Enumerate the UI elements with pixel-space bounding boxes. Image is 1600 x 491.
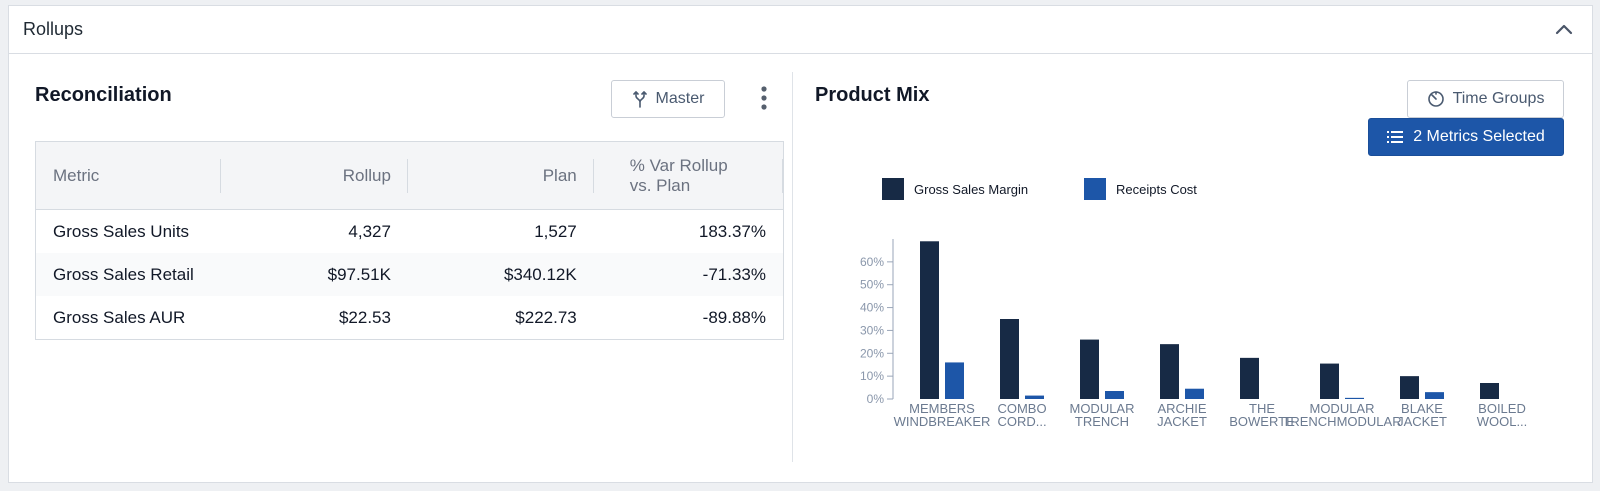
bar-gross-sales-margin	[920, 241, 939, 399]
reconciliation-title: Reconciliation	[35, 84, 172, 106]
var-cell: -89.88%	[702, 307, 766, 327]
y-tick-label: 50%	[860, 278, 884, 292]
x-tick-label: MODULAR	[1069, 401, 1134, 416]
column-header-metric[interactable]: Metric	[36, 142, 222, 210]
legend-swatch	[882, 178, 904, 200]
panel-header: Rollups	[9, 6, 1592, 54]
table-row: Gross Sales Units 4,327 1,527 183.37%	[36, 210, 784, 254]
x-tick-label: ARCHIE	[1157, 401, 1206, 416]
column-header-rollup[interactable]: Rollup	[221, 142, 408, 210]
product-mix-title: Product Mix	[815, 84, 930, 106]
plan-cell: $222.73	[515, 307, 577, 327]
x-tick-label: MEMBERS	[909, 401, 975, 416]
master-button[interactable]: Master	[611, 80, 725, 118]
x-tick-label: WOOL...	[1477, 414, 1528, 429]
bar-gross-sales-margin	[1480, 383, 1499, 399]
legend-label: Gross Sales Margin	[914, 181, 1029, 197]
column-header-plan[interactable]: Plan	[408, 142, 594, 210]
x-tick-label: COMBO	[997, 401, 1046, 416]
x-tick-label: WINDBREAKER	[894, 414, 991, 429]
table-header-row: Metric Rollup Plan % Var Rollup vs. Plan	[35, 141, 784, 210]
time-groups-label: Time Groups	[1452, 90, 1545, 107]
y-tick-label: 40%	[860, 301, 884, 315]
bar-gross-sales-margin	[1400, 376, 1419, 399]
x-tick-label: MODULAR	[1309, 401, 1374, 416]
table-row: Gross Sales Retail $97.51K $340.12K -71.…	[35, 253, 784, 296]
metric-cell: Gross Sales AUR	[53, 307, 186, 327]
branch-icon	[632, 91, 647, 108]
legend-item-gross-sales-margin[interactable]: Gross Sales Margin	[882, 178, 1028, 200]
bar-receipts-cost	[1345, 397, 1364, 399]
y-tick-label: 20%	[860, 346, 884, 360]
legend-swatch	[1084, 178, 1106, 200]
y-tick-label: 60%	[860, 255, 884, 269]
plan-cell: 1,527	[534, 221, 577, 241]
reconciliation-table: Metric Rollup Plan % Var Rollup vs. Plan…	[35, 141, 784, 340]
panel-title: Rollups	[23, 19, 84, 39]
kebab-menu-icon	[761, 86, 767, 110]
bar-receipts-cost	[945, 362, 964, 399]
x-tick-label: TRENCHMODULAR	[1282, 414, 1401, 429]
bar-receipts-cost	[1425, 392, 1444, 399]
rollup-cell: $22.53	[338, 307, 391, 327]
x-tick-label: CORD...	[997, 414, 1046, 429]
bar-gross-sales-margin	[1320, 363, 1339, 399]
y-tick-label: 0%	[867, 392, 885, 406]
var-cell: -71.33%	[702, 264, 766, 284]
legend-label: Receipts Cost	[1116, 181, 1197, 197]
list-icon	[1387, 131, 1404, 143]
chevron-up-icon	[1555, 24, 1573, 35]
x-tick-label: JACKET	[1397, 414, 1447, 429]
bar-receipts-cost	[1105, 391, 1124, 399]
x-tick-label: BOILED	[1478, 401, 1526, 416]
var-cell: 183.37%	[698, 221, 766, 241]
x-tick-label: JACKET	[1157, 414, 1207, 429]
metrics-selected-button[interactable]: 2 Metrics Selected	[1368, 118, 1564, 156]
legend-item-receipts-cost[interactable]: Receipts Cost	[1084, 178, 1197, 200]
collapse-button[interactable]	[1554, 20, 1574, 40]
bar-gross-sales-margin	[1160, 344, 1179, 399]
master-label: Master	[655, 90, 705, 107]
y-tick-label: 30%	[860, 323, 884, 337]
rollup-cell: 4,327	[348, 221, 391, 241]
y-tick-label: 10%	[860, 369, 884, 383]
time-groups-button[interactable]: Time Groups	[1407, 80, 1564, 118]
bar-gross-sales-margin	[1240, 357, 1259, 399]
bar-gross-sales-margin	[1000, 319, 1019, 399]
metric-cell: Gross Sales Units	[53, 221, 190, 241]
table-row: Gross Sales AUR $22.53 $222.73 -89.88%	[36, 296, 784, 340]
metrics-selected-label: 2 Metrics Selected	[1413, 128, 1545, 145]
bar-receipts-cost	[1185, 388, 1204, 399]
plan-cell: $340.12K	[503, 264, 577, 284]
rollups-panel: Rollups	[8, 5, 1593, 483]
metric-cell: Gross Sales Retail	[53, 264, 194, 284]
timer-icon	[1427, 91, 1444, 107]
x-tick-label: THE	[1249, 401, 1275, 416]
bar-receipts-cost	[1025, 395, 1044, 399]
x-tick-label: TRENCH	[1075, 414, 1129, 429]
bar-gross-sales-margin	[1080, 339, 1099, 399]
x-tick-label: BLAKE	[1401, 401, 1443, 416]
rollup-cell: $97.51K	[327, 264, 391, 284]
column-header-var[interactable]: % Var Rollup vs. Plan	[594, 142, 784, 210]
x-tick-label: BOWERTE	[1229, 414, 1295, 429]
section-divider	[792, 72, 793, 462]
more-options-button[interactable]	[752, 84, 776, 112]
